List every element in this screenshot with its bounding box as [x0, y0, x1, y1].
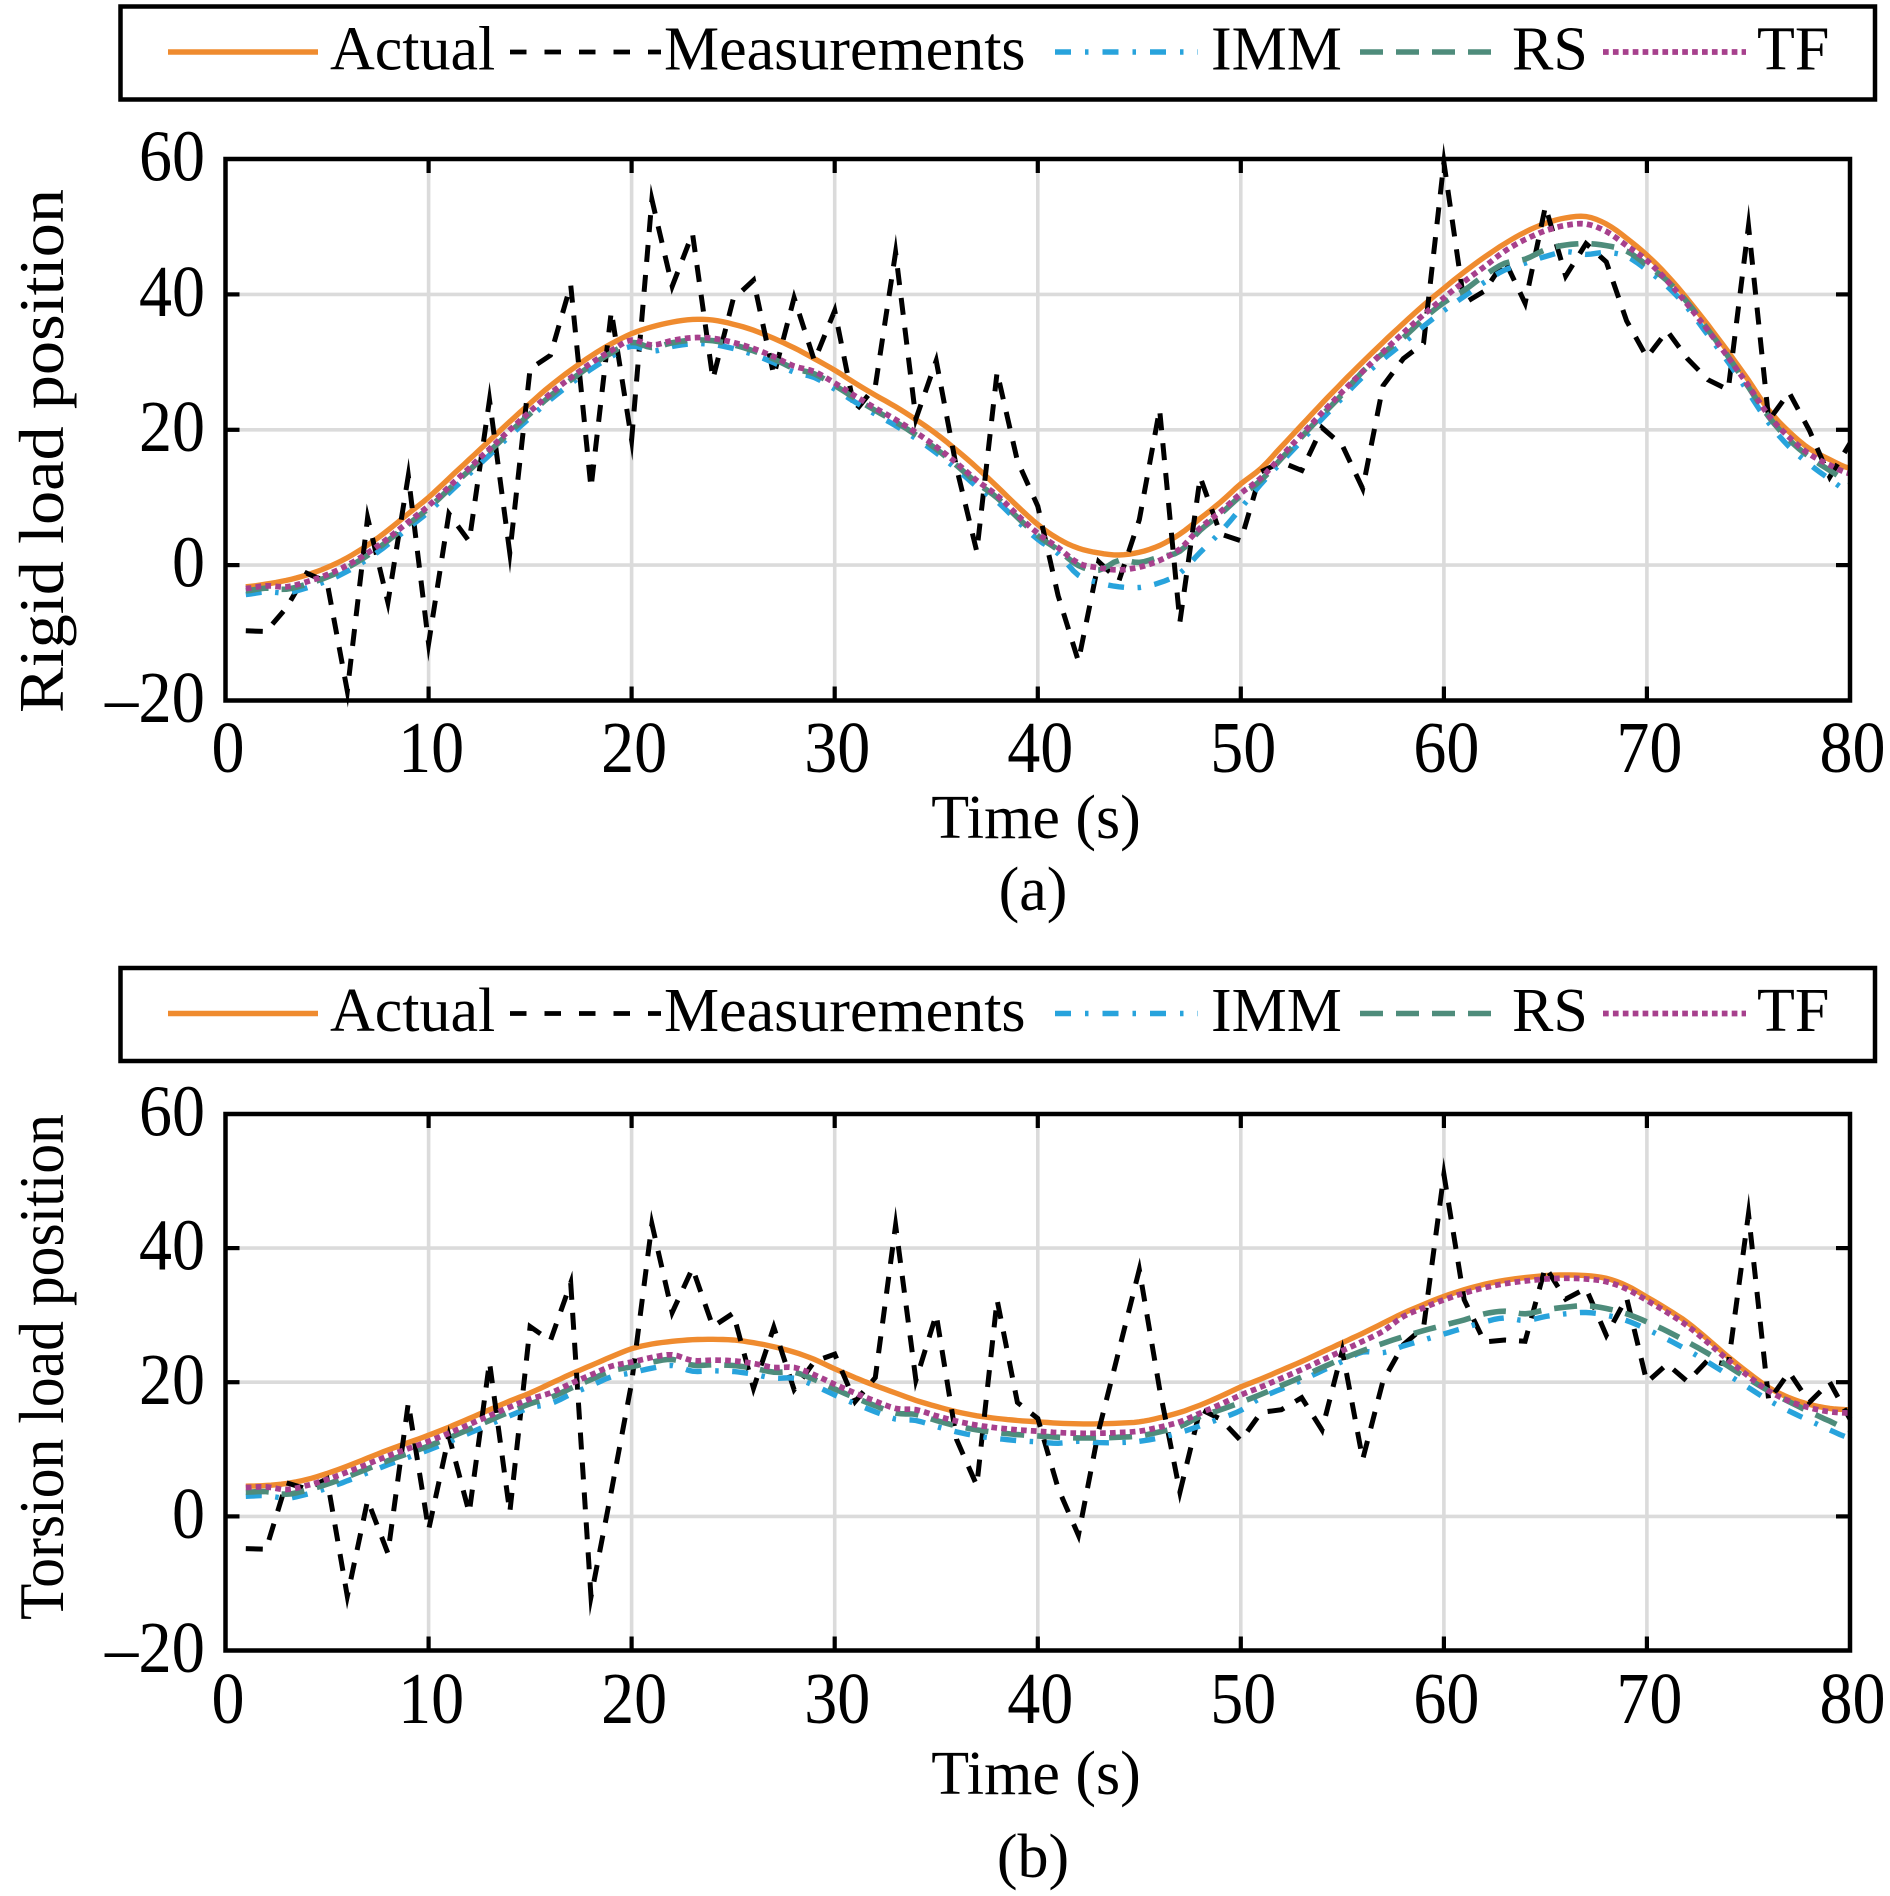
svg-text:0: 0 [172, 522, 205, 603]
svg-text:20: 20 [139, 386, 205, 467]
svg-text:Measurements: Measurements [664, 16, 1026, 84]
svg-text:Actual: Actual [330, 16, 495, 84]
svg-text:40: 40 [1007, 707, 1073, 788]
svg-text:50: 50 [1210, 1658, 1276, 1739]
svg-text:50: 50 [1210, 707, 1276, 788]
svg-text:20: 20 [139, 1339, 205, 1420]
svg-text:40: 40 [1007, 1658, 1073, 1739]
svg-text:30: 30 [804, 1658, 870, 1739]
svg-text:TF: TF [1757, 16, 1829, 84]
svg-text:RS: RS [1512, 16, 1588, 84]
svg-text:80: 80 [1820, 707, 1886, 788]
svg-text:Rigid load position: Rigid load position [6, 189, 77, 713]
svg-text:0: 0 [212, 707, 245, 788]
svg-text:(a): (a) [999, 856, 1068, 924]
svg-text:(b): (b) [997, 1823, 1069, 1891]
svg-text:–20: –20 [104, 657, 205, 738]
svg-text:Torsion load position: Torsion load position [6, 1114, 77, 1620]
svg-text:20: 20 [601, 707, 667, 788]
svg-text:–20: –20 [104, 1607, 205, 1688]
svg-text:80: 80 [1820, 1658, 1886, 1739]
svg-text:Time (s): Time (s) [931, 784, 1141, 852]
svg-text:Measurements: Measurements [664, 977, 1026, 1045]
svg-text:TF: TF [1757, 977, 1829, 1045]
svg-text:40: 40 [139, 251, 205, 332]
svg-text:60: 60 [139, 1071, 205, 1152]
svg-text:70: 70 [1616, 707, 1682, 788]
svg-text:60: 60 [139, 116, 205, 197]
svg-text:20: 20 [601, 1658, 667, 1739]
svg-text:IMM: IMM [1211, 977, 1342, 1045]
svg-text:60: 60 [1413, 707, 1479, 788]
svg-text:Actual: Actual [330, 977, 495, 1045]
svg-text:60: 60 [1413, 1658, 1479, 1739]
svg-text:IMM: IMM [1211, 16, 1342, 84]
svg-text:0: 0 [212, 1658, 245, 1739]
svg-text:Time (s): Time (s) [931, 1740, 1141, 1808]
svg-text:70: 70 [1616, 1658, 1682, 1739]
svg-text:10: 10 [398, 707, 464, 788]
svg-text:10: 10 [398, 1658, 464, 1739]
svg-text:40: 40 [139, 1205, 205, 1286]
svg-text:30: 30 [804, 707, 870, 788]
svg-text:RS: RS [1512, 977, 1588, 1045]
svg-text:0: 0 [172, 1473, 205, 1554]
